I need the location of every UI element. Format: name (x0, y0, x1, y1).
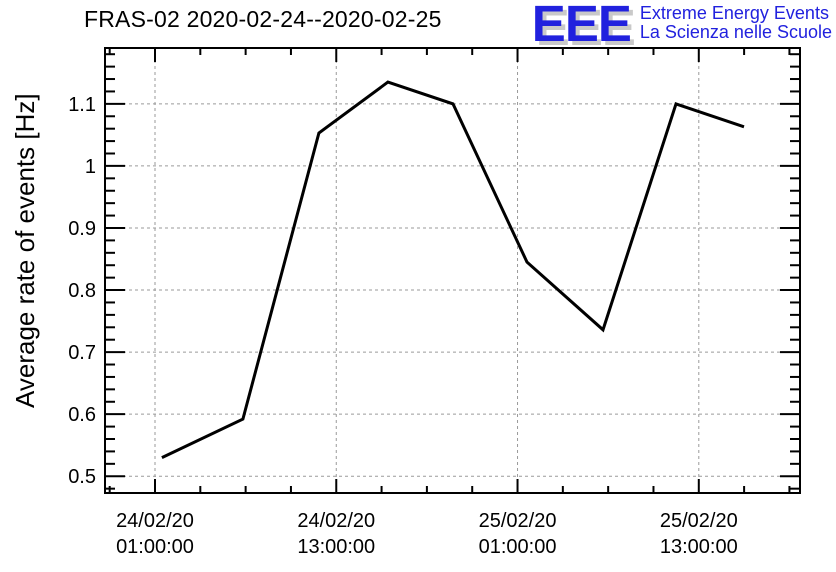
eee-logo-text: Extreme Energy Events La Scienza nelle S… (640, 2, 832, 42)
eee-logo-line2: La Scienza nelle Scuole (639, 22, 832, 42)
y-tick-label: 0.5 (68, 466, 96, 488)
x-tick-label-time: 01:00:00 (479, 536, 557, 558)
x-tick-label-date: 25/02/20 (479, 510, 557, 532)
eee-logo-letters: EEE (531, 0, 632, 52)
x-tick-label-time: 01:00:00 (116, 536, 194, 558)
y-tick-label: 0.8 (68, 280, 96, 302)
x-tick-label-date: 24/02/20 (297, 510, 375, 532)
y-tick-label: 0.7 (68, 342, 96, 364)
y-tick-label: 1.1 (68, 94, 96, 116)
y-tick-label: 0.6 (68, 404, 96, 426)
x-tick-label-time: 13:00:00 (297, 536, 375, 558)
chart-title: FRAS-02 2020-02-24--2020-02-25 (84, 6, 442, 32)
eee-logo-line1: Extreme Energy Events (639, 3, 829, 23)
plot-frame (104, 47, 801, 494)
data-line (161, 80, 745, 459)
y-tick-label: 0.9 (68, 218, 96, 240)
x-tick-label-time: 13:00:00 (660, 536, 738, 558)
y-tick-label: 1 (85, 156, 96, 178)
x-tick-label-date: 25/02/20 (660, 510, 738, 532)
eee-logo: EEE Extreme Energy Events La Scienza nel… (531, 0, 832, 52)
x-tick-label-date: 24/02/20 (116, 510, 194, 532)
